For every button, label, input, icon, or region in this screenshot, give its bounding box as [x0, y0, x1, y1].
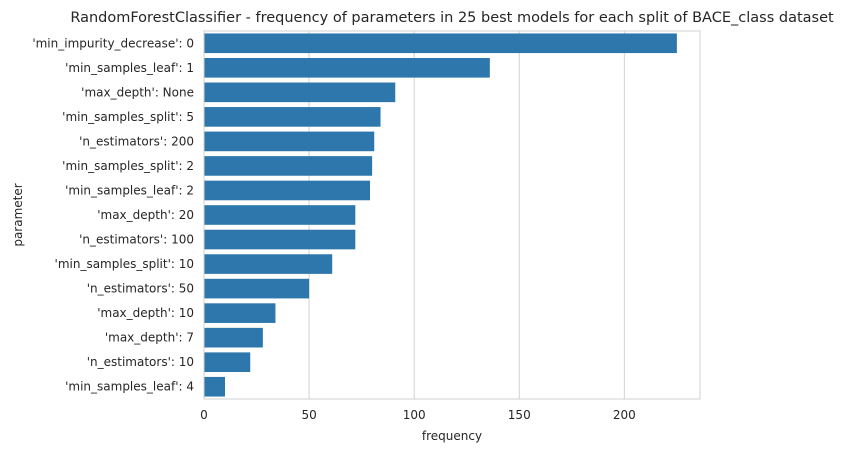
y-tick-label: 'n_estimators': 100: [79, 233, 194, 247]
x-tick-labels: 0 50 100 150 200: [200, 408, 636, 422]
bar: [204, 131, 375, 152]
y-tick-label: 'min_samples_leaf': 4: [65, 380, 194, 394]
y-tick-label: 'min_impurity_decrease': 0: [32, 36, 194, 50]
bar: [204, 57, 490, 78]
bars: [204, 33, 677, 397]
bar: [204, 254, 333, 274]
bar: [204, 303, 276, 323]
bar: [204, 156, 373, 176]
y-tick-label: 'max_depth': 7: [105, 331, 194, 345]
y-tick-label: 'n_estimators': 50: [87, 282, 194, 296]
y-tick-label: 'min_samples_leaf': 2: [65, 183, 194, 197]
bar: [204, 205, 356, 225]
x-tick-label: 100: [403, 408, 426, 422]
x-axis-label: frequency: [422, 429, 482, 443]
y-axis-label: parameter: [11, 183, 25, 246]
bar: [204, 82, 396, 103]
bar: [204, 376, 226, 397]
y-tick-label: 'min_samples_split': 10: [55, 257, 194, 271]
y-tick-label: 'max_depth': None: [81, 85, 194, 99]
bar: [204, 107, 381, 127]
plot-frame: [203, 30, 701, 400]
y-tick-labels: 'min_impurity_decrease': 0 'min_samples_l…: [32, 36, 194, 393]
bar: [204, 352, 251, 373]
x-tick-label: 50: [301, 408, 316, 422]
y-tick-label: 'min_samples_split': 5: [62, 110, 194, 124]
x-tick-label: 200: [613, 408, 636, 422]
x-tick-label: 0: [200, 408, 208, 422]
y-tick-label: 'max_depth': 20: [97, 208, 194, 222]
bar: [204, 278, 310, 299]
bar: [204, 229, 356, 250]
bar: [204, 180, 371, 201]
x-tick-label: 150: [508, 408, 531, 422]
y-tick-label: 'min_samples_split': 2: [62, 159, 194, 173]
chart-title: RandomForestClassifier - frequency of pa…: [70, 10, 834, 26]
y-tick-label: 'n_estimators': 200: [79, 134, 194, 148]
y-tick-label: 'n_estimators': 10: [87, 355, 194, 369]
bar: [204, 33, 677, 54]
y-tick-label: 'min_samples_leaf': 1: [65, 61, 194, 75]
y-tick-label: 'max_depth': 10: [97, 306, 194, 320]
bar: [204, 327, 263, 348]
